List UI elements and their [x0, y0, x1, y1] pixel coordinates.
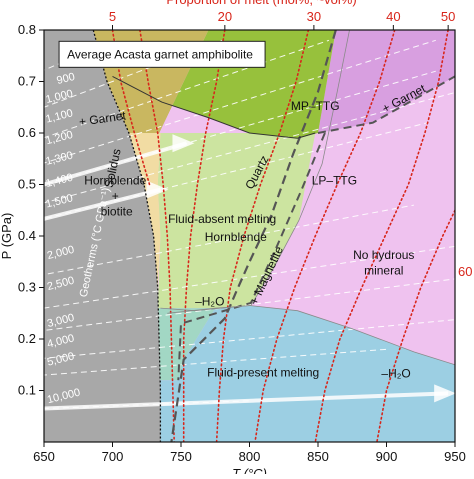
geotherm-arrow-1500-head [146, 180, 169, 199]
field-label-1: + Garnet [78, 108, 127, 129]
y-tick-label-5: 0.6 [18, 125, 36, 140]
top-tick-label-0: 5 [109, 9, 116, 24]
field-label-12: No hydrous [353, 248, 414, 262]
top-tick-label-1: 20 [218, 9, 232, 24]
field-label-8: LP–TTG [312, 174, 357, 188]
geotherm-line-10 [44, 319, 455, 359]
y-tick-label-2: 0.3 [18, 280, 36, 295]
geotherm-line-4 [44, 70, 436, 186]
y-tick-label-1: 0.2 [18, 331, 36, 346]
garnet-in-line-high [317, 75, 455, 134]
top-axis-label: Proportion of melt (mol%, ~vol%) [166, 0, 356, 7]
top-tick-label-4: 50 [441, 9, 455, 24]
magnetite-line [177, 132, 326, 381]
geotherm-line-9 [44, 278, 455, 331]
chart-title: Average Acasta garnet amphibolite [67, 47, 253, 61]
field-label-13: mineral [364, 264, 403, 278]
quartz-out-line [170, 30, 337, 442]
field-fluid-absent [157, 133, 316, 309]
field-hornblende-biotite [109, 86, 161, 314]
melt-isopleth-1 [139, 30, 175, 442]
field-label-14: –H₂O [195, 295, 224, 309]
geotherm-line-5 [44, 92, 455, 204]
x-tick-label-1: 700 [102, 449, 124, 464]
geotherm-line-11 [44, 348, 387, 376]
y-tick-label-4: 0.5 [18, 177, 36, 192]
garnet-in-line-low [112, 75, 316, 139]
geotherm-line-6 [44, 122, 428, 220]
title-box [58, 40, 266, 68]
geotherm-label-0: 900 [56, 71, 77, 87]
fluid-present-boundary [160, 305, 455, 366]
field-garnet-no-hydrous [318, 30, 455, 133]
melt-isopleth-6 [376, 209, 455, 442]
y-tick-label-7: 0.8 [18, 22, 36, 37]
y-tick-label-6: 0.7 [18, 74, 36, 89]
melt-isopleth-0 [111, 30, 151, 186]
field-label-10: Hornblende [205, 230, 267, 244]
solidus-line [92, 30, 162, 442]
x-axis-label: T (°C) [232, 466, 267, 474]
y-axis-label: P (GPa) [0, 213, 14, 260]
field-label-5: Hornblende [84, 174, 146, 188]
y-tick-label-3: 0.4 [18, 228, 36, 243]
x-tick-label-0: 650 [33, 449, 55, 464]
geotherm-arrow-10000 [44, 391, 449, 411]
field-label-16: –H₂O [381, 367, 410, 381]
field-label-6: + [112, 189, 119, 203]
x-tick-label-3: 800 [239, 449, 261, 464]
geotherm-arrow-10000-head [434, 384, 455, 403]
x-tick-label-2: 750 [170, 449, 192, 464]
geotherm-arrow-1300 [44, 141, 188, 187]
x-tick-label-5: 900 [376, 449, 398, 464]
x-tick-label-6: 950 [444, 449, 466, 464]
geotherm-arrow-1500 [44, 187, 161, 221]
top-tick-label-3: 40 [386, 9, 400, 24]
field-label-7: biotite [101, 204, 133, 218]
field-label-9: Fluid-absent melting [168, 212, 276, 226]
right-edge-label: 60 [458, 264, 472, 279]
field-subsolidus [44, 30, 161, 442]
y-tick-label-0: 0.1 [18, 383, 36, 398]
melt-isopleth-5 [314, 30, 449, 442]
no-hydrous-boundary [167, 30, 350, 314]
geotherm-line-2 [44, 39, 330, 139]
melt-isopleth-2 [182, 30, 226, 442]
field-label-0: MP–TTG [291, 99, 340, 113]
top-tick-label-2: 30 [307, 9, 321, 24]
x-tick-label-4: 850 [307, 449, 329, 464]
field-label-15: Fluid-present melting [207, 366, 319, 380]
geotherm-arrow-1300-head [172, 134, 195, 153]
melt-isopleth-4 [254, 30, 396, 442]
field-garnet-strip [107, 76, 162, 133]
melt-isopleth-3 [215, 30, 310, 442]
